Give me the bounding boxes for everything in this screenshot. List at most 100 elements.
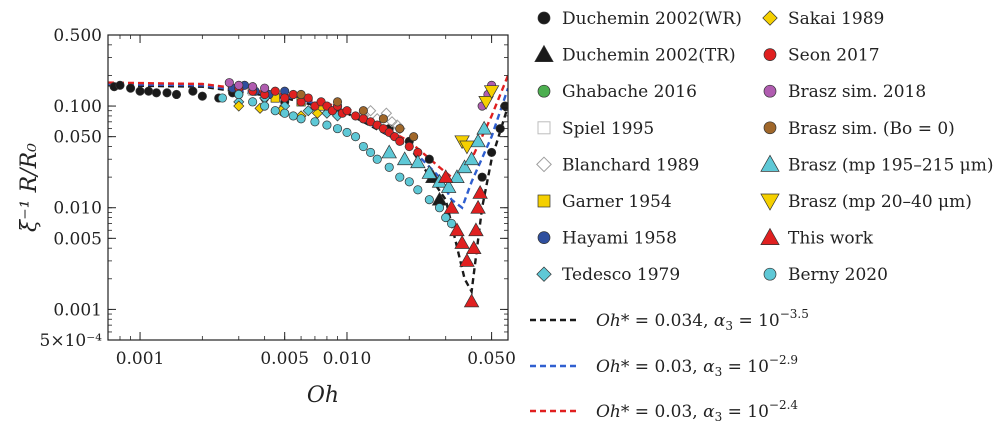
data-point (424, 154, 434, 164)
data-point (378, 114, 388, 124)
y-tick-label: 5×10⁻⁴ (40, 331, 103, 351)
data-point (162, 88, 172, 98)
legend-label: Seon 2017 (788, 46, 880, 66)
data-point (463, 151, 480, 166)
data-point (470, 133, 486, 148)
data-point (288, 89, 298, 100)
data-point (233, 100, 245, 112)
legend-label: Ghabache 2016 (562, 82, 697, 102)
fit-alpha: α (714, 311, 726, 331)
data-point (434, 203, 445, 213)
legend-marker (534, 44, 554, 62)
series-12 (381, 120, 492, 193)
data-point (310, 117, 320, 127)
data-point (332, 97, 343, 107)
y-tick-label: 0.001 (53, 300, 102, 320)
data-point (395, 124, 405, 134)
fit-legend-label: Oh* = 0.03, α3 = 10−2.9 (596, 353, 798, 379)
legend-marker (763, 84, 777, 98)
data-point (188, 86, 198, 96)
legend-item: Brasz (mp 195–215 μm) (760, 154, 993, 175)
legend-label: Brasz sim. 2018 (788, 82, 926, 102)
legend-marker (760, 154, 780, 172)
legend-marker (760, 193, 780, 211)
data-point (366, 147, 376, 157)
legend-item: Tedesco 1979 (536, 265, 680, 285)
data-point (466, 240, 482, 255)
fit-alpha-sub: 3 (715, 365, 723, 379)
data-point (449, 169, 465, 183)
data-point (440, 179, 457, 193)
data-point (386, 116, 398, 128)
fit-legend-item: Oh* = 0.03, α3 = 10−2.9 (530, 353, 798, 379)
fit-oh-value: * = 0.03, (621, 402, 703, 422)
data-point (248, 97, 258, 107)
legend-marker (537, 231, 551, 244)
legend-item: Brasz (mp 20–40 μm) (760, 192, 972, 212)
data-point (296, 114, 306, 124)
legend-marker (536, 266, 552, 282)
series-11 (296, 89, 419, 142)
y-tick-label: 0.005 (53, 229, 102, 249)
data-point (495, 124, 505, 134)
fit-alpha-exp: −2.9 (769, 353, 798, 367)
fit-legend-item: Oh* = 0.03, α3 = 10−2.4 (530, 398, 798, 424)
series-9 (234, 83, 423, 157)
legend-marker (760, 227, 780, 245)
fit-alpha-eq: = 10 (722, 402, 769, 422)
y-tick-label: 0.050 (53, 128, 102, 148)
y-axis-title: ξ⁻¹ R/R₀ (17, 143, 42, 232)
fit-oh-value: * = 0.034, (621, 311, 714, 331)
data-point (483, 85, 500, 100)
data-point (413, 185, 423, 195)
fit-alpha-exp: −2.4 (769, 398, 799, 412)
legend-item: Ghabache 2016 (537, 82, 697, 102)
data-point (459, 253, 475, 267)
legend-item: Hayami 1958 (537, 229, 677, 249)
legend-label: Duchemin 2002(TR) (562, 46, 736, 66)
legend-item: This work (760, 227, 874, 249)
data-point (270, 86, 280, 96)
data-point (171, 89, 182, 100)
series-15 (217, 89, 457, 229)
legend-marker (763, 48, 777, 61)
data-point (322, 120, 332, 130)
fit-alpha: α (703, 402, 715, 422)
data-point (126, 83, 136, 93)
legend-item: Seon 2017 (763, 46, 880, 66)
data-point (342, 106, 352, 116)
data-point (234, 80, 244, 90)
data-point (303, 93, 313, 103)
data-point (342, 127, 352, 138)
legend-item: Blanchard 1989 (536, 155, 699, 175)
fit-curve-1 (108, 84, 508, 296)
data-point (384, 162, 394, 172)
legend-item: Garner 1954 (537, 192, 672, 212)
legend-item: Duchemin 2002(TR) (534, 44, 736, 66)
data-point (358, 106, 368, 116)
data-point (441, 213, 451, 223)
legend: Duchemin 2002(WR) Duchemin 2002(TR) Ghabac… (534, 9, 993, 285)
legend-label: Spiel 1995 (562, 119, 654, 139)
data-point (456, 159, 473, 174)
legend-item: Berny 2020 (763, 265, 888, 285)
data-point (151, 88, 161, 98)
fit-alpha: α (703, 357, 715, 377)
data-point (449, 222, 465, 237)
data-point (288, 111, 298, 121)
plot-frame (107, 34, 509, 341)
fit-oh: Oh (596, 311, 621, 331)
legend-marker (763, 121, 777, 135)
data-point (404, 141, 414, 152)
legend-marker (537, 84, 551, 98)
x-axis-title: Oh (307, 383, 339, 408)
data-point (396, 151, 413, 166)
legend-label: Blanchard 1989 (562, 155, 699, 175)
fit-legend-label: Oh* = 0.03, α3 = 10−2.4 (596, 398, 798, 424)
legend-label: This work (788, 229, 874, 249)
data-point (144, 86, 154, 96)
data-point (468, 222, 484, 237)
y-tick-label: 0.500 (53, 26, 102, 46)
data-point (446, 218, 457, 229)
